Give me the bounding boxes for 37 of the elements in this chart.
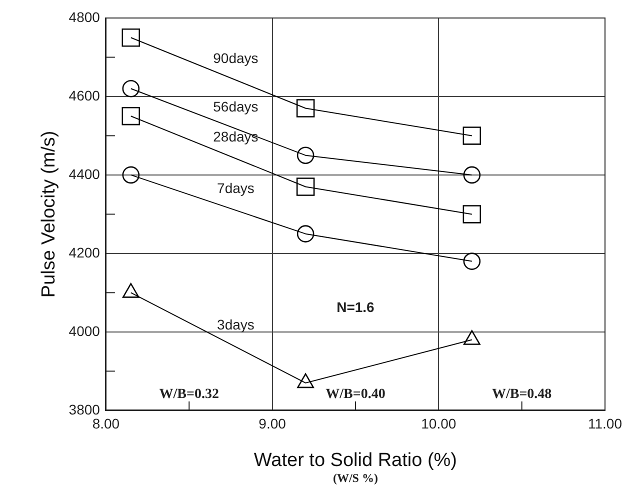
series-label: 3days xyxy=(217,316,254,333)
point xyxy=(462,126,482,145)
point xyxy=(463,252,481,270)
series-label: 56days xyxy=(213,98,258,115)
y-tick-label: 4000 xyxy=(68,322,100,339)
point xyxy=(122,28,140,47)
y-tick-label: 4600 xyxy=(68,87,100,104)
x-tick-label: 8.00 xyxy=(92,416,120,432)
point xyxy=(122,283,140,298)
annotation: N=1.6 xyxy=(336,299,375,316)
y-tick-label: 3800 xyxy=(68,401,100,418)
annotation: W/B=0.48 xyxy=(492,387,552,402)
point xyxy=(462,205,482,224)
point xyxy=(296,178,315,196)
y-tick-label: 4800 xyxy=(68,8,100,25)
y-tick-label: 4400 xyxy=(68,166,100,182)
series-label: 7days xyxy=(217,180,254,196)
point xyxy=(122,80,140,98)
x-tick-label: 9.00 xyxy=(258,416,286,432)
y-axis-title: Pulse Velocity (m/s) xyxy=(38,130,60,298)
x-tick-label: 11.00 xyxy=(588,416,622,432)
annotation: W/B=0.40 xyxy=(326,387,386,402)
point xyxy=(463,330,480,345)
point xyxy=(296,99,315,118)
text: (W/S %) xyxy=(332,471,378,486)
x-tick-label: 10.00 xyxy=(421,416,456,432)
series-label: 90days xyxy=(213,50,258,66)
annotation: W/B=0.32 xyxy=(159,387,219,402)
x-axis-title: Water to Solid Ratio (%) xyxy=(254,450,458,471)
y-tick-label: 4200 xyxy=(68,244,100,260)
point xyxy=(296,146,314,164)
point xyxy=(297,373,314,388)
series-label: 28days xyxy=(213,128,258,144)
point xyxy=(296,225,314,242)
point xyxy=(122,166,140,184)
point xyxy=(122,106,140,126)
point xyxy=(463,166,481,184)
